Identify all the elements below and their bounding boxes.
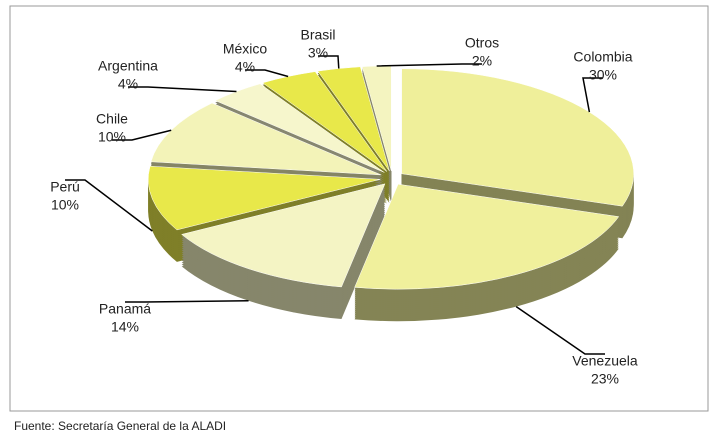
slice-label: Colombia (573, 49, 632, 65)
slice (401, 68, 634, 207)
slice-value-label: 10% (98, 129, 126, 145)
leader-line (128, 86, 237, 93)
leader-line (515, 305, 605, 355)
slice (214, 83, 385, 173)
slice-label: Venezuela (572, 353, 638, 369)
pie (148, 65, 634, 322)
slice (354, 183, 620, 290)
slice-label: Otros (465, 35, 499, 51)
slice (148, 165, 381, 231)
leader-line (245, 69, 289, 78)
slice-value-label: 30% (589, 67, 617, 83)
slice-value-label: 10% (51, 197, 79, 213)
slice (181, 183, 386, 288)
slice-label: Chile (96, 111, 128, 127)
leader-line (582, 77, 603, 113)
source-note: Fuente: Secretaría General de la ALADI (14, 419, 226, 433)
leader-line (125, 300, 249, 303)
slice-value-label: 14% (111, 319, 139, 335)
slice-value-label: 4% (118, 76, 138, 92)
slice-label: Panamá (99, 301, 151, 317)
slice (262, 71, 388, 172)
slice-value-label: 3% (308, 45, 328, 61)
slice-value-label: 4% (235, 59, 255, 75)
leader-line (318, 55, 340, 69)
leader-line (112, 129, 172, 141)
slice-label: Argentina (98, 58, 158, 74)
slice-label: Brasil (300, 27, 335, 43)
slice-label: México (223, 41, 268, 57)
slice-value-label: 2% (472, 53, 492, 69)
leader-line (65, 179, 153, 232)
slice-value-label: 23% (591, 371, 619, 387)
slice (317, 66, 390, 172)
slice-label: Perú (50, 179, 80, 195)
leader-line (376, 63, 482, 67)
